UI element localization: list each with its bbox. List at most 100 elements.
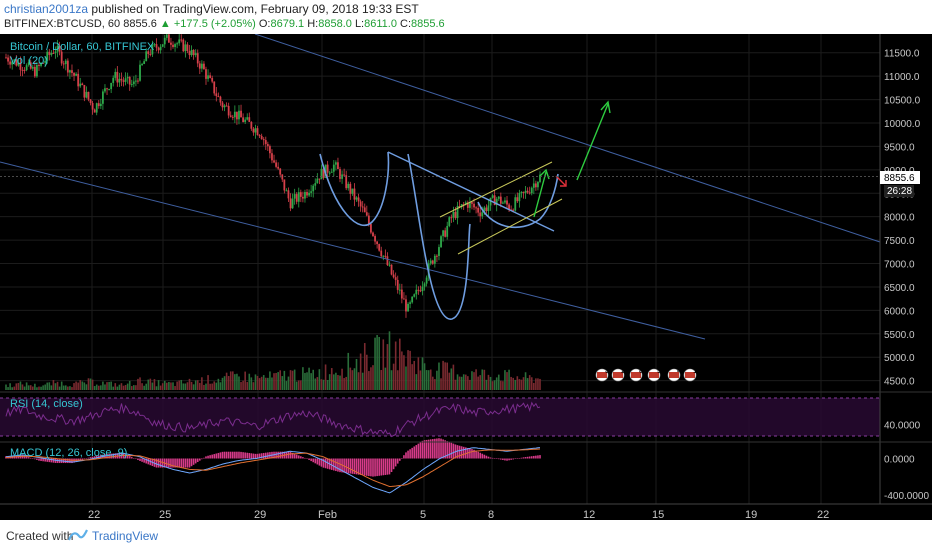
macd-hist-bar — [378, 458, 380, 476]
chart-canvas[interactable]: 22 25 29 Feb 5 8 12 15 19 22 11500.0 11000.0 10500.0… — [0, 34, 932, 520]
macd-hist-bar — [89, 457, 92, 459]
candle-body — [213, 81, 216, 94]
volume-bar — [524, 372, 527, 390]
macd-hist-bar — [528, 456, 531, 459]
x-tick-label: 15 — [652, 509, 664, 520]
event-badge[interactable]: 1 — [683, 366, 698, 382]
macd-hist-bar — [384, 458, 387, 475]
candle-body — [254, 128, 257, 133]
candle-body — [295, 194, 298, 202]
candle-body — [384, 255, 387, 257]
volume-bar — [95, 384, 98, 390]
event-badge[interactable]: 3 — [595, 366, 610, 382]
volume-bar — [328, 374, 331, 390]
macd-hist-bar — [448, 441, 451, 459]
chart-drawings — [0, 34, 881, 340]
volume-bar — [295, 381, 298, 390]
event-badge[interactable]: 2 — [611, 366, 626, 382]
y-tick-label: 11000.0 — [884, 72, 920, 83]
macd-hist-bar — [157, 458, 160, 468]
candle-body — [433, 255, 436, 264]
volume-bar — [42, 385, 44, 390]
candle-body — [221, 102, 224, 108]
volume-bar — [248, 373, 251, 390]
macd-hist-bar — [401, 458, 403, 459]
macd-hist-bar — [238, 451, 240, 459]
macd-hist-bar — [473, 449, 475, 459]
candle-body — [7, 57, 9, 62]
flag-icon — [669, 372, 679, 378]
volume-bar — [456, 374, 459, 390]
volume-bar — [359, 353, 362, 390]
volume-bar — [483, 369, 486, 390]
volume-bar — [159, 385, 162, 390]
macd-hist-bar — [203, 457, 205, 459]
candle-body — [334, 162, 337, 165]
macd-hist-bar — [252, 453, 255, 459]
volume-bar — [77, 382, 79, 390]
candle-body — [388, 264, 391, 266]
event-badge-label: 3 — [605, 366, 610, 375]
macd-hist-bar — [254, 453, 257, 459]
volume-bar — [351, 370, 354, 390]
candle-body — [17, 62, 20, 66]
volume-bar — [223, 376, 226, 390]
macd-hist-bar — [504, 458, 506, 461]
candle-body — [524, 190, 527, 193]
author-link[interactable]: christian2001za — [4, 2, 89, 16]
macd-hist-bar — [23, 455, 26, 459]
volume-bar — [13, 386, 16, 390]
volume-bars — [5, 331, 541, 390]
candle-body — [42, 62, 45, 64]
macd-hist-bar — [194, 458, 197, 464]
x-tick-label: 8 — [488, 509, 494, 520]
y-tick-label: 6000.0 — [884, 306, 915, 317]
candle-body — [273, 160, 275, 163]
x-tick-label: Feb — [318, 509, 337, 520]
macd-hist-bar — [52, 458, 55, 463]
macd-hist-bar — [48, 458, 51, 463]
event-badge[interactable]: 40 — [667, 366, 686, 382]
x-tick-label: 5 — [420, 509, 426, 520]
volume-bar — [287, 376, 290, 390]
candle-body — [464, 202, 467, 205]
macd-hist-bar — [133, 458, 135, 459]
flag-icon — [685, 372, 695, 378]
macd-hist-bar — [250, 453, 253, 459]
macd-hist-bar — [25, 456, 28, 459]
volume-bar — [108, 381, 110, 390]
candle-body — [322, 168, 325, 178]
event-badges[interactable]: 3 2 8 5 40 1 — [595, 366, 698, 382]
event-badge[interactable]: 5 — [647, 366, 662, 382]
event-badge[interactable]: 8 — [629, 366, 644, 382]
candle-body — [367, 215, 370, 225]
volume-bar — [411, 364, 413, 390]
volume-bar — [533, 382, 535, 390]
candle-body — [116, 71, 119, 83]
rsi-line — [5, 401, 541, 438]
candle-body — [285, 190, 288, 192]
macd-hist-bar — [91, 456, 94, 459]
macd-hist-bar — [168, 458, 170, 468]
y-tick-label: 10500.0 — [884, 96, 921, 107]
candle-body — [359, 201, 362, 207]
candle-body — [54, 51, 57, 54]
macd-hist-bar — [229, 451, 232, 459]
left-shoulder-curve — [319, 151, 390, 227]
macd-hist-bar — [304, 457, 306, 459]
candle-body — [60, 51, 63, 64]
candle-body — [479, 212, 482, 217]
volume-bar — [231, 371, 234, 390]
candle-body — [539, 174, 541, 182]
tradingview-brand-link[interactable]: TradingView — [92, 529, 159, 543]
candle-body — [252, 128, 255, 133]
flag-icon — [613, 372, 623, 378]
candle-body — [275, 162, 277, 167]
volume-bar — [347, 352, 350, 390]
candle-body — [534, 183, 537, 188]
candle-body — [190, 49, 193, 56]
chart-svg[interactable]: 22 25 29 Feb 5 8 12 15 19 2211500.011000.010500.0… — [0, 34, 932, 520]
price-change: ▲ +177.5 (+2.05%) — [159, 18, 256, 30]
volume-bar — [396, 370, 399, 390]
candle-body — [462, 204, 465, 206]
